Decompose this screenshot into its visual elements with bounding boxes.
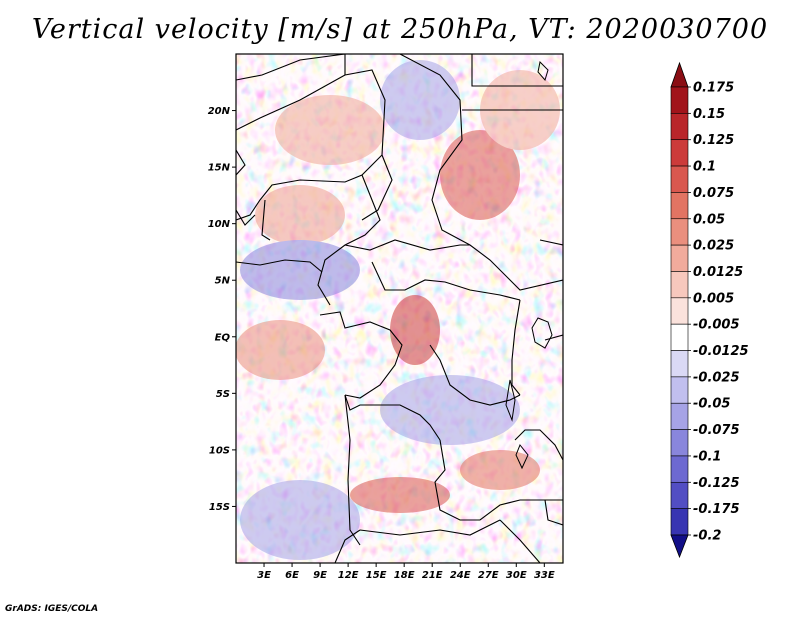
colorbar-label: -0.005 (693, 318, 740, 333)
colorbar-label: -0.025 (693, 370, 740, 385)
lat-tick-label: 5N (215, 276, 231, 287)
colorbar-segment (670, 218, 689, 246)
colorbar-segment (670, 297, 689, 325)
colorbar-top-arrow (670, 61, 689, 88)
lat-tick-label: 10N (208, 219, 231, 230)
colorbar-label: -0.2 (693, 529, 721, 544)
lat-tick-label: 20N (208, 106, 231, 117)
colorbar-label: -0.175 (693, 502, 740, 517)
colorbar-label: 0.025 (693, 239, 734, 254)
colorbar-segment (670, 139, 689, 167)
colorbar-label: 0.175 (693, 81, 734, 96)
colorbar-segment (670, 165, 689, 193)
lon-tick-label: 33E (534, 570, 555, 581)
longitude-axis: 3E 6E 9E 12E 15E 18E 21E 24E 27E 30E 33E (257, 563, 555, 581)
colorbar-label: -0.075 (693, 423, 740, 438)
grads-credit: GrADS: IGES/COLA (5, 604, 99, 614)
lon-tick-label: 3E (257, 570, 271, 581)
colorbar-label: 0.125 (693, 133, 734, 148)
map-panel (236, 54, 563, 563)
lat-tick-label: 15N (208, 163, 231, 174)
colorbar-segment (670, 402, 689, 430)
colorbar-label: 0.15 (693, 107, 725, 122)
colorbar-label: 0.1 (693, 160, 716, 175)
colorbar-segment (670, 271, 689, 299)
colorbar-segment (670, 429, 689, 457)
lat-tick-label: EQ (215, 332, 231, 343)
lakes (505, 60, 553, 470)
colorbar-label: 0.075 (693, 186, 734, 201)
colorbar-label: 0.0125 (693, 265, 743, 280)
colorbar-label: -0.05 (693, 397, 730, 412)
lon-tick-label: 15E (366, 570, 387, 581)
lon-tick-label: 9E (313, 570, 327, 581)
colorbar-segment (670, 244, 689, 272)
colorbar-segment (670, 323, 689, 351)
lat-tick-label: 10S (209, 445, 230, 456)
colorbar-segment (670, 350, 689, 378)
colorbar-segment (670, 113, 689, 141)
colorbar-segment (670, 455, 689, 483)
colorbar-segment (670, 508, 689, 536)
colorbar-segment (670, 481, 689, 509)
lat-tick-label: 15S (209, 502, 230, 513)
colorbar-segment (670, 192, 689, 220)
colorbar-segment (670, 86, 689, 114)
lat-tick-label: 5S (216, 389, 230, 400)
colorbar-label: -0.125 (693, 476, 740, 491)
lon-tick-label: 27E (478, 570, 499, 581)
colorbar-label: 0.05 (693, 212, 725, 227)
lon-tick-label: 21E (422, 570, 443, 581)
lon-tick-label: 6E (285, 570, 299, 581)
colorbar-bottom-arrow (670, 534, 689, 559)
colorbar-segment (670, 376, 689, 404)
lon-tick-label: 12E (338, 570, 359, 581)
latitude-axis: 20N 15N 10N 5N EQ 5S 10S 15S (208, 106, 236, 513)
colorbar-label: -0.0125 (693, 344, 749, 359)
colorbar-label: -0.1 (693, 449, 721, 464)
country-borders (236, 54, 563, 563)
colorbar-label: 0.005 (693, 291, 734, 306)
lon-tick-label: 24E (450, 570, 471, 581)
lon-tick-label: 18E (394, 570, 415, 581)
map-title: Vertical velocity [m/s] at 250hPa, VT: 2… (31, 14, 769, 45)
colorbar: 0.175 0.15 0.125 0.1 0.075 0.05 0.025 0.0125 0.0… (670, 61, 749, 559)
lon-tick-label: 30E (506, 570, 527, 581)
map-frame (235, 53, 564, 564)
